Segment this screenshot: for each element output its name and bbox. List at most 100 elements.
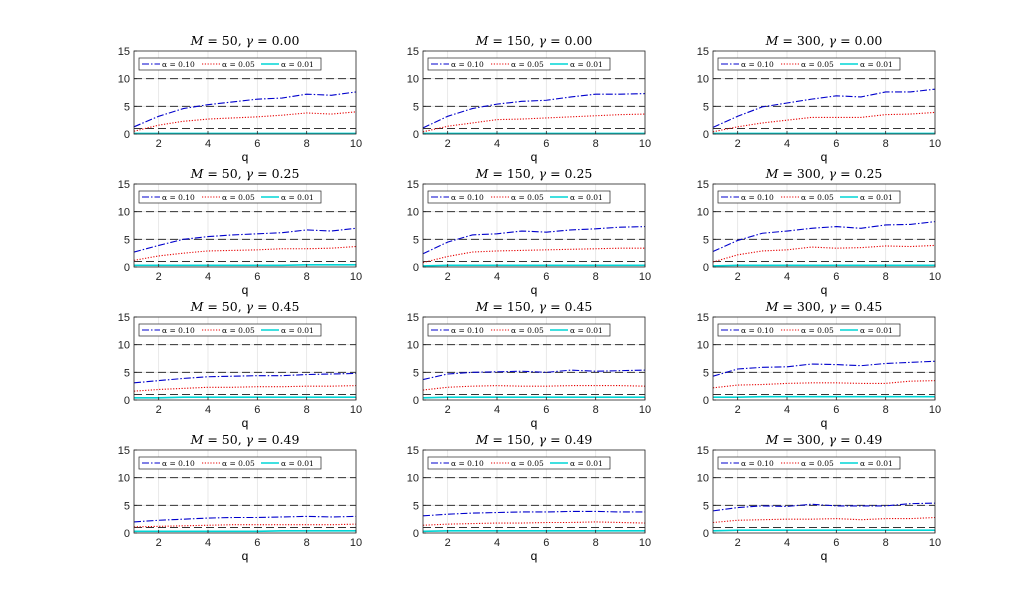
title-variable-gamma: γ	[539, 432, 547, 447]
legend: α = 0.10 α = 0.05 α = 0.01	[138, 456, 322, 470]
y-tick-label: 0	[124, 528, 130, 540]
x-tick-label: 8	[883, 537, 889, 549]
title-value-gamma: = 0.45	[546, 299, 592, 314]
series-line	[422, 396, 645, 399]
series-line	[134, 529, 356, 533]
x-axis-label: q	[242, 549, 249, 563]
series-line	[712, 111, 936, 133]
legend-label: α = 0.01	[281, 60, 314, 69]
x-tick-label: 2	[445, 537, 451, 549]
title-variable-m: M	[475, 299, 490, 314]
x-tick-label: 6	[254, 404, 260, 416]
chart-title: M = 150, γ = 0.49	[475, 432, 593, 447]
series-line	[422, 521, 646, 526]
y-tick-label: 10	[697, 473, 709, 485]
axes-box	[422, 183, 646, 268]
title-value-gamma: = 0.49	[546, 432, 592, 447]
series-line	[712, 88, 936, 128]
x-tick-label: 4	[494, 271, 500, 283]
chart-title: M = 300, γ = 0.45	[765, 299, 883, 314]
x-axis-label: q	[242, 416, 249, 430]
legend-label: α = 0.05	[511, 459, 544, 468]
y-tick-label: 10	[118, 74, 130, 86]
chart-title: M = 50, γ = 0.49	[190, 432, 300, 447]
x-tick-label: 8	[883, 404, 889, 416]
y-tick-label: 15	[697, 312, 709, 324]
y-tick-label: 5	[413, 367, 419, 379]
chart-title: M = 150, γ = 0.45	[475, 299, 593, 314]
x-tick-label: 2	[735, 404, 741, 416]
legend-box	[427, 190, 611, 204]
y-tick-label: 10	[407, 207, 419, 219]
x-tick-label: 4	[205, 271, 211, 283]
title-value-m: = 300,	[778, 432, 828, 447]
legend-box	[138, 57, 322, 71]
y-tick-label: 5	[413, 101, 419, 113]
x-tick-label: 10	[639, 404, 651, 416]
y-tick-label: 10	[697, 207, 709, 219]
title-value-m: = 150,	[488, 299, 538, 314]
title-variable-m: M	[190, 299, 205, 314]
x-tick-label: 4	[205, 138, 211, 150]
x-tick-label: 2	[156, 537, 162, 549]
series-line	[133, 385, 357, 392]
legend-label: α = 0.01	[860, 459, 893, 468]
y-tick-label: 10	[118, 473, 130, 485]
x-tick-label: 10	[350, 138, 362, 150]
x-axis-label: q	[821, 283, 828, 297]
x-tick-label: 8	[593, 138, 599, 150]
series-line	[422, 369, 646, 381]
legend-label: α = 0.01	[570, 459, 603, 468]
title-variable-gamma: γ	[246, 33, 254, 48]
legend-label: α = 0.10	[162, 326, 195, 335]
y-tick-label: 0	[703, 129, 709, 141]
y-tick-label: 5	[703, 234, 709, 246]
y-tick-label: 10	[407, 340, 419, 352]
legend-label: α = 0.10	[162, 60, 195, 69]
series-line	[422, 226, 646, 255]
title-value-gamma: = 0.49	[836, 432, 882, 447]
legend-label: α = 0.01	[860, 60, 893, 69]
y-tick-label: 0	[703, 262, 709, 274]
legend: α = 0.10 α = 0.05 α = 0.01	[427, 57, 611, 71]
legend-box	[717, 456, 901, 470]
title-value-m: = 300,	[778, 33, 828, 48]
title-variable-m: M	[475, 432, 490, 447]
x-tick-label: 6	[543, 271, 549, 283]
x-tick-label: 6	[254, 537, 260, 549]
legend-label: α = 0.05	[222, 459, 255, 468]
axes-box	[422, 316, 646, 401]
x-tick-label: 8	[593, 271, 599, 283]
y-tick-label: 0	[124, 129, 130, 141]
title-variable-gamma: γ	[539, 33, 547, 48]
x-tick-label: 6	[833, 271, 839, 283]
series-line	[133, 111, 357, 132]
x-tick-label: 6	[833, 537, 839, 549]
x-tick-label: 4	[205, 404, 211, 416]
title-variable-m: M	[765, 299, 780, 314]
y-tick-label: 5	[413, 234, 419, 246]
x-axis-label: q	[531, 150, 538, 164]
x-tick-label: 10	[929, 271, 941, 283]
axes-box	[422, 50, 646, 135]
legend-label: α = 0.01	[281, 459, 314, 468]
legend: α = 0.10 α = 0.05 α = 0.01	[717, 57, 901, 71]
series-line	[422, 510, 645, 517]
title-value-gamma: = 0.25	[836, 166, 882, 181]
x-tick-label: 6	[833, 138, 839, 150]
y-tick-label: 10	[407, 74, 419, 86]
y-tick-label: 5	[124, 500, 130, 512]
series-line	[422, 93, 646, 129]
series-line	[712, 244, 936, 263]
axes-box	[712, 50, 936, 135]
x-tick-label: 10	[929, 404, 941, 416]
series-line	[712, 502, 936, 512]
x-tick-label: 4	[205, 537, 211, 549]
series-line	[133, 227, 357, 253]
x-tick-label: 8	[593, 404, 599, 416]
